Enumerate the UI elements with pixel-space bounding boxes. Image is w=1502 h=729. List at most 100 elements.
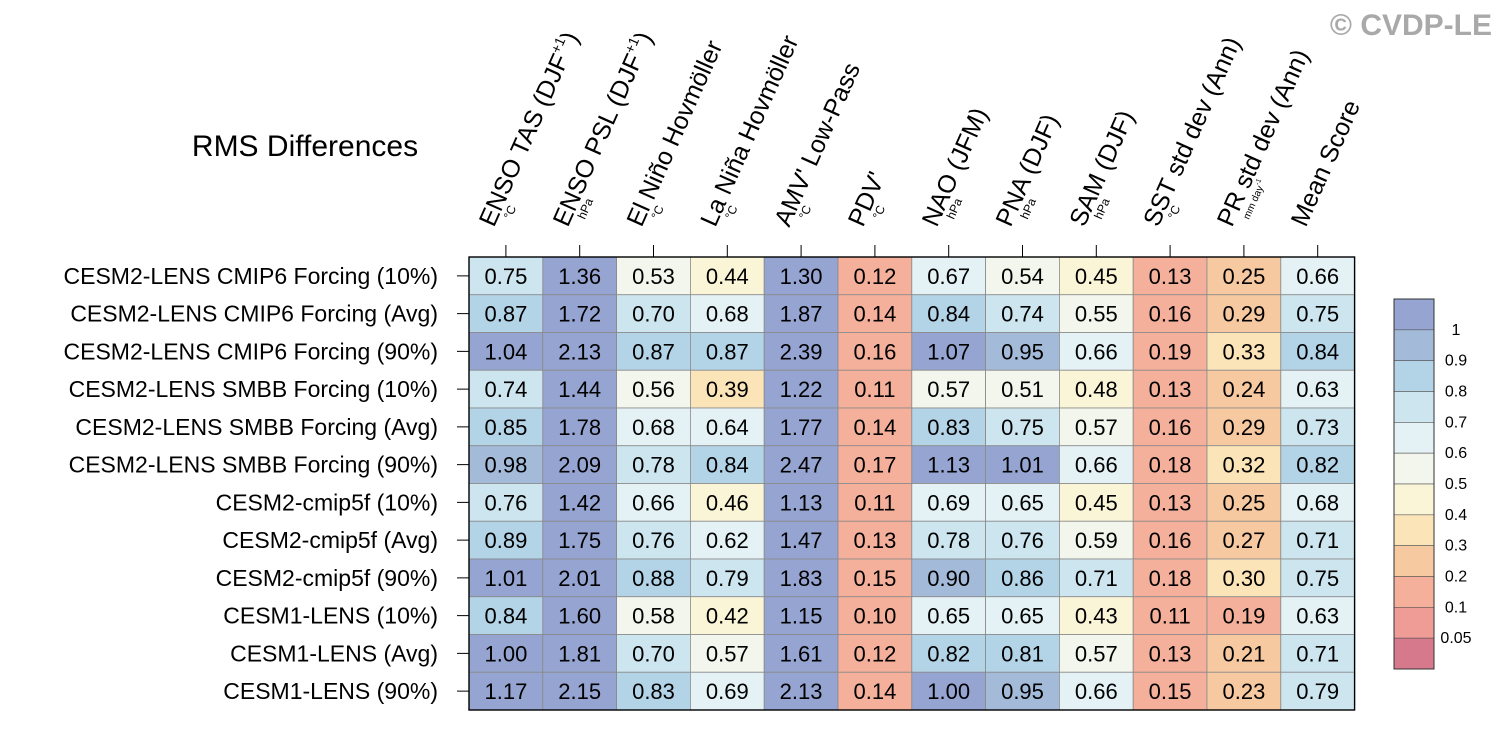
heatmap-cell — [1280, 407, 1356, 447]
heatmap-cell — [1059, 671, 1134, 711]
cell-value: 0.78 — [927, 528, 970, 553]
heatmap-cell — [468, 634, 544, 673]
cell-value: 0.81 — [1001, 641, 1044, 666]
cell-value: 1.13 — [927, 453, 970, 478]
cell-value: 0.82 — [927, 641, 970, 666]
heatmap-cell — [1059, 407, 1134, 447]
heatmap-cell — [616, 369, 691, 409]
cell-value: 0.85 — [484, 415, 527, 440]
heatmap-cell — [542, 634, 617, 673]
cell-value: 0.73 — [1296, 415, 1339, 440]
cell-value: 0.71 — [1296, 528, 1339, 553]
colorbar-tick-label: 0.7 — [1445, 414, 1467, 431]
cell-value: 0.59 — [1075, 528, 1118, 553]
cell-value: 0.87 — [706, 339, 749, 364]
colorbar-tick-label: 0.1 — [1445, 599, 1467, 616]
row-label: CESM2-cmip5f (Avg) — [222, 527, 438, 553]
heatmap-cell — [468, 407, 544, 447]
cell-value: 0.63 — [1296, 604, 1339, 629]
column-headers: ENSO TAS (DJF+1)°C ENSO PSL (DJF+1)hPa El … — [474, 28, 1366, 257]
heatmap-cell — [616, 596, 691, 635]
cell-value: 1.83 — [780, 566, 823, 591]
cell-value: 0.66 — [1296, 264, 1339, 289]
heatmap-cell — [542, 256, 617, 296]
heatmap-cell — [1132, 520, 1208, 560]
heatmap-cell — [542, 558, 617, 598]
cell-value: 0.95 — [1001, 339, 1044, 364]
heatmap-cell — [468, 596, 544, 635]
column-label: Mean Score — [1286, 96, 1366, 231]
heatmap-cells: 0.75 1.36 0.53 0.44 1.30 0.12 0.67 0.54 0.45 0.13… — [468, 256, 1356, 711]
heatmap-cell — [616, 256, 691, 296]
heatmap-cell — [690, 294, 765, 333]
cell-value: 0.29 — [1222, 415, 1265, 440]
heatmap-cell — [1280, 483, 1356, 522]
cell-value: 0.76 — [1001, 528, 1044, 553]
cell-value: 1.77 — [780, 415, 823, 440]
cell-value: 0.78 — [632, 453, 675, 478]
cell-value: 0.13 — [1149, 264, 1192, 289]
cell-value: 0.16 — [1149, 302, 1192, 327]
cell-value: 0.84 — [484, 604, 527, 629]
cell-value: 0.70 — [632, 641, 675, 666]
heatmap-cell — [911, 558, 986, 598]
cell-value: 0.15 — [1149, 679, 1192, 704]
colorbar-border — [1393, 298, 1435, 670]
cell-value: 0.42 — [706, 604, 749, 629]
cell-value: 0.24 — [1222, 377, 1265, 402]
cell-value: 0.58 — [632, 604, 675, 629]
heatmap-cell — [911, 596, 986, 635]
heatmap-cell — [837, 671, 913, 711]
row-label: CESM2-LENS SMBB Forcing (Avg) — [75, 414, 438, 440]
row-label: CESM2-cmip5f (90%) — [216, 565, 438, 591]
heatmap-cell — [1280, 294, 1356, 333]
colorbar-swatch — [1393, 329, 1435, 361]
heatmap-cell — [690, 596, 765, 635]
cell-value: 0.66 — [1075, 679, 1118, 704]
cell-value: 1.47 — [780, 528, 823, 553]
cell-value: 0.66 — [632, 490, 675, 515]
row-label: CESM2-LENS CMIP6 Forcing (Avg) — [70, 301, 438, 327]
heatmap-cell — [763, 407, 839, 447]
heatmap-cell — [1280, 369, 1356, 409]
cell-value: 0.84 — [927, 302, 970, 327]
row-labels: CESM2-LENS CMIP6 Forcing (10%) CESM2-LENS… — [64, 263, 469, 704]
cell-value: 2.01 — [558, 566, 601, 591]
cell-value: 0.66 — [1075, 453, 1118, 478]
cell-value: 0.23 — [1222, 679, 1265, 704]
cell-value: 0.87 — [632, 339, 675, 364]
heatmap-cell — [468, 369, 544, 409]
heatmap-cell — [1206, 520, 1282, 560]
cell-value: 0.13 — [1149, 490, 1192, 515]
heatmap-cell — [1206, 332, 1282, 371]
cell-value: 0.11 — [854, 490, 895, 515]
cell-value: 0.32 — [1222, 453, 1265, 478]
column-unit: °C — [648, 203, 666, 221]
colorbar-swatch — [1393, 422, 1435, 454]
cell-value: 0.89 — [484, 528, 527, 553]
cell-value: 0.82 — [1296, 453, 1339, 478]
cell-value: 0.62 — [706, 528, 749, 553]
cell-value: 0.19 — [1149, 339, 1192, 364]
cell-value: 0.13 — [853, 528, 896, 553]
cell-value: 1.60 — [558, 604, 601, 629]
heatmap-cell — [1206, 671, 1282, 711]
heatmap-cell — [763, 520, 839, 560]
cell-value: 0.54 — [1001, 264, 1044, 289]
heatmap-cell — [837, 483, 913, 522]
cell-value: 0.65 — [1001, 604, 1044, 629]
heatmap-cell — [468, 445, 544, 484]
cell-value: 1.15 — [780, 604, 823, 629]
cell-value: 1.72 — [558, 302, 601, 327]
heatmap-cell — [837, 634, 913, 673]
heatmap-cell — [763, 294, 839, 333]
colorbar-swatch — [1393, 607, 1435, 639]
heatmap-cell — [1280, 596, 1356, 635]
heatmap-cell — [616, 634, 691, 673]
cell-value: 1.00 — [484, 641, 527, 666]
cell-value: 0.21 — [1222, 641, 1265, 666]
cell-value: 0.88 — [632, 566, 675, 591]
cell-value: 0.95 — [1001, 679, 1044, 704]
heatmap-cell — [1059, 634, 1134, 673]
cell-value: 0.69 — [706, 679, 749, 704]
